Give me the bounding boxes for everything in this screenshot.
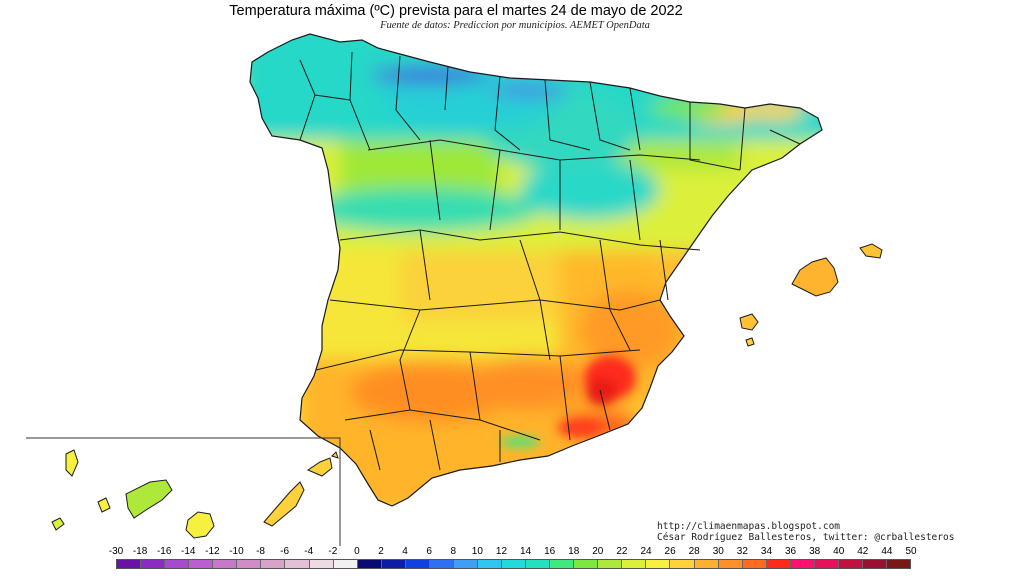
province-borders — [249, 33, 823, 507]
legend-tick-label: 22 — [616, 546, 628, 557]
legend-swatch — [838, 560, 863, 568]
legend-tick-labels: -30 -18 -16 -14 -12 -10 -8 -6 -4 -2 0 2 4 6 8 10 12 14 16 1… — [0, 546, 1024, 558]
legend-tick-label: -12 — [205, 546, 220, 557]
legend-tick-label: 26 — [664, 546, 676, 557]
legend-swatch — [694, 560, 719, 568]
legend-swatch — [189, 560, 214, 568]
legend-tick-label: 24 — [640, 546, 652, 557]
legend-tick-label: 12 — [495, 546, 508, 557]
legend-swatch — [670, 560, 695, 568]
legend-swatch — [117, 560, 142, 568]
legend-swatch — [574, 560, 599, 568]
credits: http://climaenmapas.blogspot.com César R… — [657, 521, 954, 543]
legend-swatch — [381, 560, 406, 568]
legend-swatch — [405, 560, 430, 568]
legend-swatch — [477, 560, 502, 568]
legend-tick-label: 36 — [784, 546, 797, 557]
legend-swatch — [309, 560, 334, 568]
map-title: Temperatura máxima (ºC) prevista para el… — [229, 3, 683, 19]
legend-swatch — [598, 560, 623, 568]
legend-swatch — [357, 560, 382, 568]
legend-swatch — [862, 560, 887, 568]
legend-swatch — [141, 560, 166, 568]
credits-author: César Rodríguez Ballesteros, twitter: @c… — [657, 532, 955, 543]
legend-tick-label: 8 — [450, 546, 457, 557]
temperature-legend-bar — [116, 559, 911, 569]
credits-url[interactable]: http://climaenmapas.blogspot.com — [657, 521, 841, 532]
legend-swatch — [887, 560, 911, 568]
canary-islands-inset — [26, 437, 341, 546]
legend-tick-label: -16 — [156, 546, 172, 557]
legend-tick-label: 14 — [519, 546, 532, 557]
legend-swatch — [742, 560, 767, 568]
legend-tick-label: -4 — [304, 546, 314, 557]
legend-tick-label: 32 — [736, 546, 748, 557]
legend-tick-label: 18 — [568, 546, 580, 557]
legend-tick-label: 2 — [378, 546, 384, 557]
legend-swatch — [429, 560, 454, 568]
legend-tick-label: 40 — [833, 546, 845, 557]
legend-swatch — [766, 560, 791, 568]
legend-swatch — [550, 560, 575, 568]
legend-tick-label: 30 — [712, 546, 724, 557]
legend-tick-label: 50 — [905, 546, 917, 557]
legend-swatch — [453, 560, 478, 568]
legend-tick-label: -30 — [108, 546, 124, 557]
legend-swatch — [814, 560, 839, 568]
legend-swatch — [333, 560, 358, 568]
legend-swatch — [790, 560, 815, 568]
legend-swatch — [526, 560, 551, 568]
legend-tick-label: 44 — [881, 546, 893, 557]
legend-swatch — [502, 560, 527, 568]
peninsula-temperature-field — [250, 34, 822, 506]
legend-tick-label: 4 — [402, 546, 408, 557]
legend-tick-label: -6 — [280, 546, 290, 557]
legend-tick-label: -18 — [132, 546, 148, 557]
legend-tick-label: 6 — [426, 546, 432, 557]
legend-tick-label: 16 — [544, 546, 556, 557]
legend-swatch — [237, 560, 262, 568]
legend-tick-label: 0 — [354, 546, 360, 557]
legend-tick-label: 28 — [688, 546, 700, 557]
legend-swatch — [718, 560, 743, 568]
legend-swatch — [213, 560, 238, 568]
legend-swatch — [285, 560, 310, 568]
legend-tick-label: 20 — [592, 546, 604, 557]
legend-swatch — [646, 560, 671, 568]
legend-tick-label: -8 — [256, 546, 265, 557]
legend-tick-label: -2 — [328, 546, 338, 557]
legend-tick-label: -14 — [181, 546, 196, 557]
legend-tick-label: 42 — [857, 546, 869, 557]
legend-tick-label: -10 — [229, 546, 244, 557]
legend-tick-label: 10 — [471, 546, 483, 557]
legend-swatch — [622, 560, 647, 568]
legend-swatch — [261, 560, 286, 568]
legend-tick-label: 38 — [809, 546, 821, 557]
balearic-islands — [739, 243, 883, 347]
legend-tick-label: 34 — [760, 546, 773, 557]
map-subtitle: Fuente de datos: Prediccion por municipi… — [380, 20, 650, 31]
legend-swatch — [165, 560, 190, 568]
